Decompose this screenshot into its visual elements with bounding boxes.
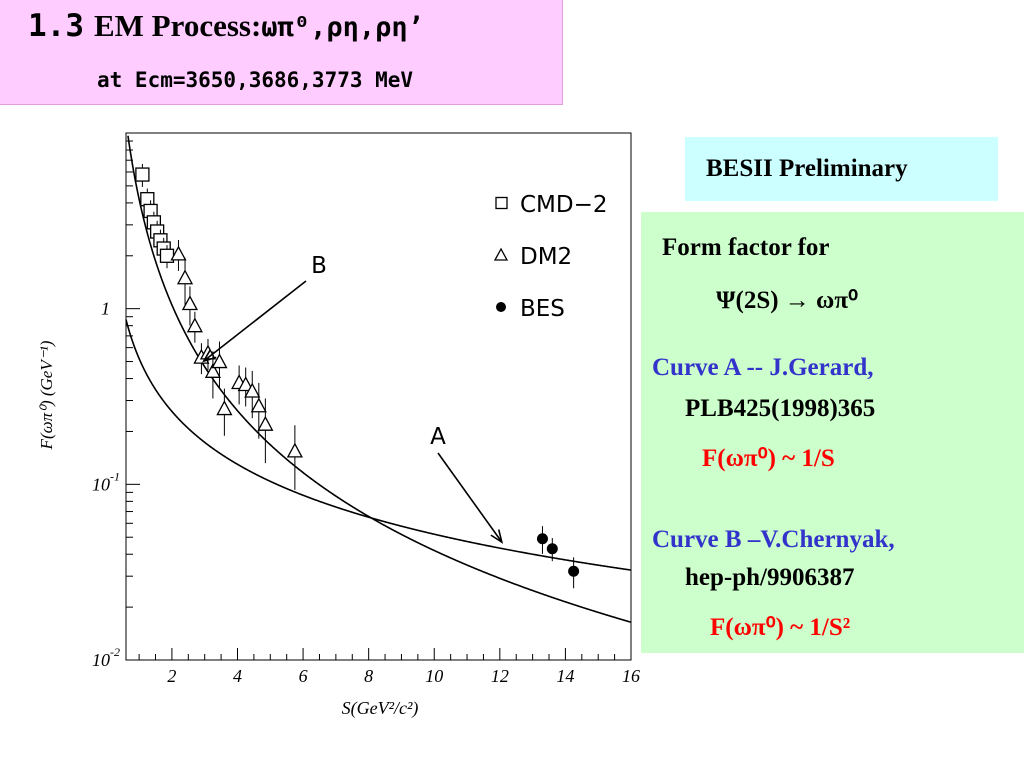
title-text: EM Process: <box>94 8 262 43</box>
y-tick-exponent: -1 <box>110 469 120 483</box>
bes-point <box>546 543 558 555</box>
x-tick-label: 8 <box>364 666 373 686</box>
curve-annotations: AB <box>202 253 504 544</box>
x-tick-label: 14 <box>556 666 574 686</box>
dm2-point <box>186 317 203 333</box>
bes-point <box>568 565 580 577</box>
page-title: 1.3 EM Process:ωπ⁰,ρη,ρη’ <box>28 8 424 44</box>
annotation-a-label: A <box>430 424 446 450</box>
plot-frame <box>125 132 632 661</box>
legend-bes-marker <box>496 302 506 312</box>
preliminary-label: BESII Preliminary <box>685 137 998 201</box>
x-tick-label: 10 <box>425 666 443 686</box>
annotation-a-arrow-head <box>490 529 504 544</box>
annotation-b-arrow-head <box>202 349 217 363</box>
title-box: 1.3 EM Process:ωπ⁰,ρη,ρη’ at Ecm=3650,368… <box>0 0 563 105</box>
curve-a-formula: F(ωπ⁰) ~ 1/S <box>702 445 835 472</box>
y-tick-label: 10 <box>92 474 110 494</box>
annotation-b-label: B <box>311 253 327 279</box>
curve-b-label: Curve B –V.Chernyak, <box>652 526 895 553</box>
x-tick-label: 2 <box>167 666 176 686</box>
data-points <box>135 163 580 589</box>
dm2-point <box>211 353 228 369</box>
title-number: 1.3 <box>28 8 84 44</box>
form-factor-line1: Form factor for <box>662 234 830 261</box>
dm2-point <box>250 397 267 413</box>
curve-a-label: Curve A -- J.Gerard, <box>652 354 874 381</box>
curve-b-formula: F(ωπ⁰) ~ 1/S² <box>710 614 851 641</box>
form-factor-line2: Ψ(2S) → ωπ⁰ <box>716 287 859 314</box>
y-tick-label: 1 <box>101 299 110 319</box>
dm2-point <box>244 382 261 398</box>
title-processes: ωπ⁰,ρη,ρη’ <box>261 12 424 43</box>
x-tick-label: 4 <box>233 666 242 686</box>
dm2-point <box>216 400 233 416</box>
legend-bes-label: BES <box>520 296 565 322</box>
dm2-point <box>170 245 187 261</box>
y-tick-label: 10 <box>92 650 110 670</box>
dm2-point <box>204 362 221 378</box>
cmd2-point <box>140 192 155 207</box>
dm2-point <box>237 376 254 392</box>
x-axis-label: S(GeV²/c²) <box>342 698 419 719</box>
axis-ticks <box>126 132 632 661</box>
y-axis-label: F(ωπ⁰) (GeV⁻¹) <box>37 340 56 450</box>
legend: CMD−2 DM2 BES <box>493 192 608 322</box>
x-tick-label: 6 <box>299 666 308 686</box>
curve-a-ref: PLB425(1998)365 <box>685 395 876 422</box>
curve-a <box>125 319 632 571</box>
x-tick-label: 16 <box>622 666 640 686</box>
curve-b-ref: hep-ph/9906387 <box>685 564 855 591</box>
bes-point <box>536 533 548 545</box>
legend-cmd2-marker <box>495 196 508 210</box>
dm2-point <box>257 415 274 431</box>
legend-dm2-label: DM2 <box>520 244 572 270</box>
legend-cmd2-label: CMD−2 <box>520 192 608 218</box>
legend-dm2-marker <box>493 247 509 261</box>
annotation-a-arrow <box>437 452 503 543</box>
x-tick-label: 12 <box>491 666 509 686</box>
y-tick-exponent: -2 <box>110 645 120 659</box>
dm2-point <box>181 295 199 311</box>
page-subtitle: at Ecm=3650,3686,3773 MeV <box>97 68 414 92</box>
cmd2-point <box>135 167 150 182</box>
dm2-point <box>286 442 303 458</box>
annotation-b-arrow <box>203 280 307 362</box>
dm2-point <box>176 269 194 285</box>
info-panel: Form factor for Ψ(2S) → ωπ⁰ Curve A -- J… <box>641 212 1024 653</box>
